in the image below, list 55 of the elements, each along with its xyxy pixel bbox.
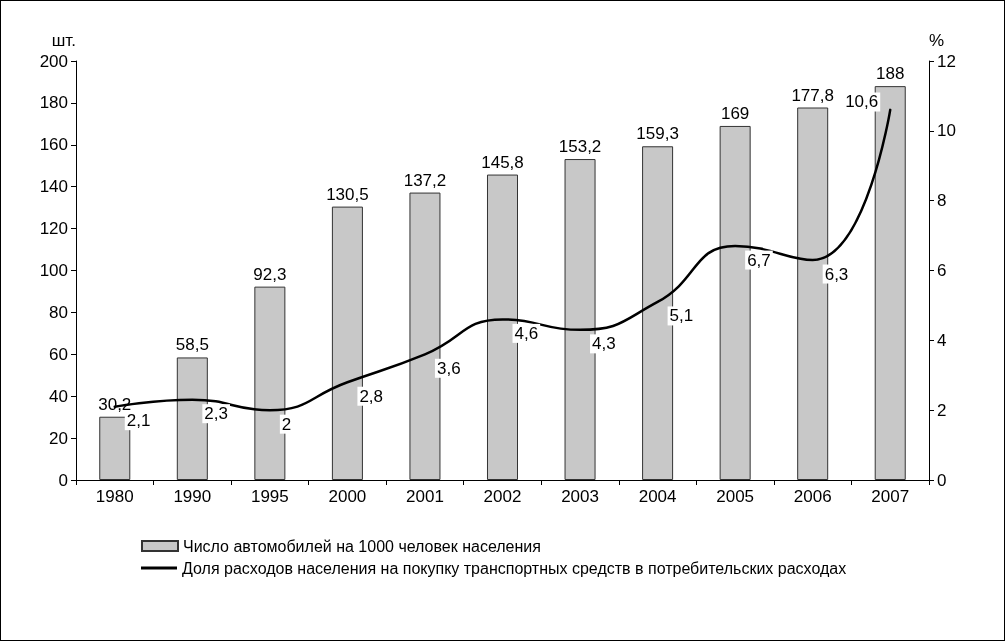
y-tick-label: 140 (39, 177, 68, 197)
data-label: 159,3 (636, 124, 679, 144)
y-tick-label: 40 (49, 386, 68, 406)
y2-tick-label: 12 (937, 51, 956, 71)
y-axis-title: шт. (51, 31, 76, 50)
y2-tick-label: 0 (937, 470, 947, 490)
y-tick-label: 180 (39, 93, 68, 113)
x-tick-label: 2005 (716, 487, 755, 506)
y2-axis-title: % (929, 31, 945, 50)
data-label: 153,2 (558, 137, 602, 157)
y2-tick-label: 2 (937, 400, 947, 420)
data-label: 58,5 (175, 335, 209, 355)
data-label: 137,2 (403, 170, 447, 190)
data-label: 6,7 (747, 250, 771, 270)
y2-tick-label: 4 (937, 330, 947, 350)
data-label: 4,6 (514, 323, 539, 343)
legend-label: Доля расходов населения на покупку транспортных средств в потребительских расходах (182, 559, 847, 577)
data-label: 5,1 (669, 306, 694, 326)
y2-tick-label: 10 (937, 121, 956, 141)
x-tick-label: 2001 (406, 487, 444, 506)
y-tick-label: 100 (39, 261, 68, 280)
data-label: 92,3 (253, 264, 287, 284)
data-label: 4,3 (592, 334, 616, 354)
y-tick-label: 200 (39, 51, 68, 71)
y2-tick-label: 8 (937, 191, 947, 211)
data-label: 145,8 (481, 152, 524, 172)
y-tick-label: 0 (58, 470, 68, 490)
x-tick-label: 1995 (250, 487, 289, 506)
y-tick-label: 80 (49, 302, 68, 322)
x-tick-label: 2002 (483, 487, 522, 506)
data-label: 6,3 (824, 264, 849, 284)
legend-label: Число автомобилей на 1000 человек населения (183, 537, 541, 555)
data-label: 30,2 (98, 394, 132, 414)
x-tick-label: 1980 (95, 487, 134, 506)
data-label: 2,1 (126, 411, 151, 431)
y-tick-label: 160 (39, 135, 68, 155)
x-tick-label: 1990 (173, 487, 212, 506)
data-label: 130,5 (326, 184, 369, 204)
data-label: 3,6 (436, 358, 461, 378)
data-label: 2,3 (204, 404, 228, 424)
data-label: 188 (876, 64, 905, 84)
data-label: 2 (281, 414, 292, 434)
x-tick-label: 2003 (561, 487, 599, 506)
x-tick-label: 2007 (871, 487, 910, 506)
x-tick-label: 2004 (638, 487, 677, 506)
x-tick-label: 2000 (328, 487, 367, 506)
y-tick-label: 20 (49, 428, 68, 448)
data-label: 169 (720, 103, 750, 123)
x-tick-label: 2006 (793, 487, 832, 506)
y-tick-label: 60 (49, 344, 68, 364)
data-label: 2,8 (359, 386, 384, 406)
data-label: 177,8 (791, 85, 834, 105)
y-tick-label: 120 (39, 219, 68, 239)
y2-tick-label: 6 (937, 261, 947, 280)
data-label: 10,6 (845, 92, 879, 112)
